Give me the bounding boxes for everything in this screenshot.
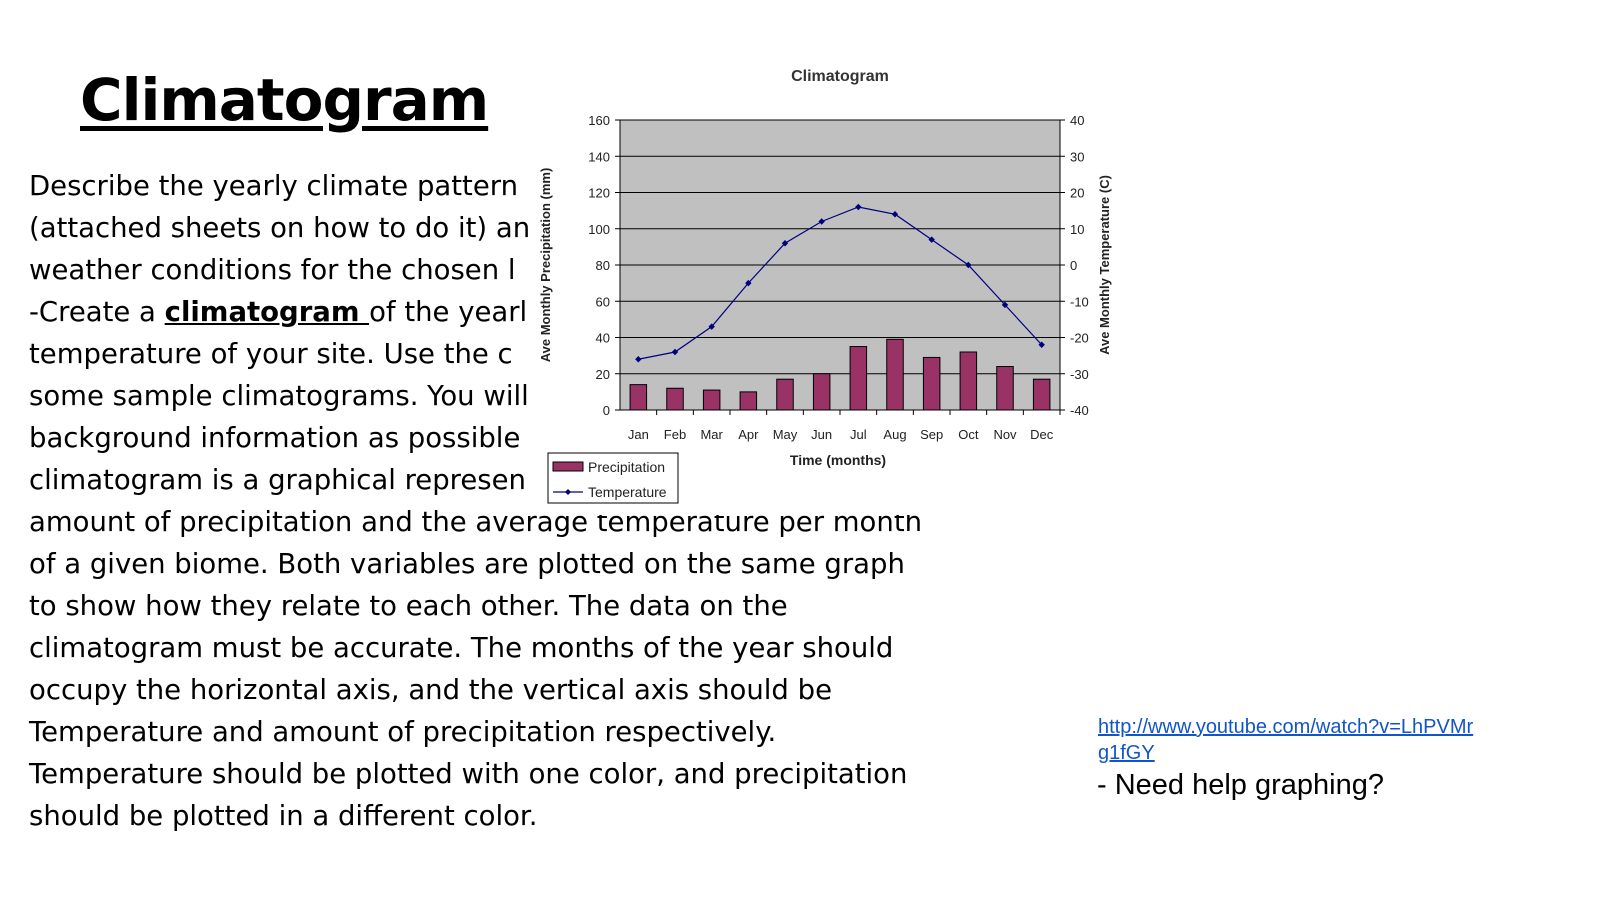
y-tick-label: 140 (588, 149, 610, 164)
y-tick-label: 60 (596, 294, 610, 309)
temperature-point (671, 348, 679, 356)
body-line-14: Temperature and amount of precipitation … (29, 716, 777, 748)
x-axis-title: Time (months) (790, 452, 886, 468)
y2-tick-label: 20 (1070, 186, 1084, 201)
precipitation-bar (739, 391, 758, 411)
body-line-4: -Create a climatogram of the yearl (29, 291, 979, 333)
temperature-point (891, 211, 899, 218)
body-line-2: (attached sheets on how to do it) an (29, 212, 531, 244)
precipitation-bar (666, 387, 684, 411)
y2-tick-label: 0 (1070, 258, 1077, 273)
y2-tick-label: -40 (1070, 403, 1089, 418)
y-tick-label: 120 (588, 186, 610, 201)
climatogram-chart: Climatogram 0 20 40 60 80 100 120 140 160 -40 -30 -2… (540, 55, 1120, 515)
y-tick-label: 20 (596, 367, 610, 382)
x-tick-label: Jun (811, 427, 832, 442)
body-line-3: weather conditions for the chosen l (29, 254, 516, 286)
x-tick-label: Nov (993, 427, 1017, 442)
body-line-6: some sample climatograms. You will (29, 380, 529, 412)
y2-axis-title: Ave Monthly Temperature (C) (1097, 175, 1112, 355)
y2-tick-label: -10 (1070, 294, 1089, 309)
x-tick-label: May (773, 427, 798, 442)
y-tick-label: 0 (603, 403, 610, 418)
precipitation-bar (959, 351, 978, 411)
y-tick-label: 80 (596, 258, 610, 273)
body-line-1: Describe the yearly climate pattern (29, 170, 519, 202)
precipitation-bar (776, 378, 794, 411)
x-tick-label: Jul (850, 427, 867, 442)
legend-precipitation-swatch (552, 461, 584, 472)
x-tick-label: Oct (958, 427, 979, 442)
y-tick-label: 40 (596, 331, 610, 346)
slide-title: Climatogram (80, 66, 489, 134)
y2-tick-label: 40 (1070, 113, 1084, 128)
temperature-point (1001, 301, 1009, 309)
body-line-15: Temperature should be plotted with one c… (29, 758, 908, 790)
y2-tick-label: -30 (1070, 367, 1089, 382)
body-line-10: of a given biome. Both variables are plo… (29, 548, 905, 580)
body-text: Describe the yearly climate pattern (att… (29, 165, 979, 837)
chart-svg: Climatogram020406080100120140160-40-30-2… (540, 68, 1112, 504)
body-line-8: climatogram is a graphical represen (29, 464, 526, 496)
legend-temperature-label: Temperature (588, 484, 667, 500)
climatogram-keyword: climatogram (164, 296, 370, 328)
y-tick-label: 100 (588, 222, 610, 237)
y2-tick-label: -20 (1070, 331, 1089, 346)
precipitation-bar (996, 366, 1014, 411)
body-line-13: occupy the horizontal axis, and the vert… (29, 674, 833, 706)
temperature-point (781, 240, 789, 247)
x-tick-label: Apr (738, 427, 759, 442)
help-text: - Need help graphing? (1097, 769, 1384, 801)
body-line-7: background information as possible (29, 422, 521, 454)
y-axis-title: Ave Monthly Precipitation (mm) (540, 168, 553, 363)
x-tick-label: Mar (700, 427, 723, 442)
x-tick-label: Aug (883, 427, 906, 442)
create-prefix: -Create a (29, 296, 165, 328)
temperature-line (638, 206, 1043, 360)
precipitation-bar (629, 384, 648, 411)
legend-box (547, 452, 679, 504)
precipitation-bar (922, 356, 941, 411)
body-line-4-rest: of the yearl (369, 296, 528, 328)
precipitation-bar (702, 389, 721, 411)
precipitation-bar (849, 346, 868, 411)
chart-title: Climatogram (791, 68, 889, 85)
precipitation-bar (886, 338, 904, 411)
legend-precipitation-label: Precipitation (588, 459, 665, 475)
precipitation-bar (812, 373, 831, 411)
x-tick-label: Dec (1030, 427, 1054, 442)
body-line-11: to show how they relate to each other. T… (29, 590, 788, 622)
body-line-5: temperature of your site. Use the c (29, 338, 513, 370)
legend-temperature-marker (565, 489, 571, 495)
y-tick-label: 160 (588, 113, 610, 128)
x-tick-label: Feb (664, 427, 686, 442)
y2-tick-label: 10 (1070, 222, 1084, 237)
precipitation-bar (1032, 378, 1051, 411)
youtube-link[interactable]: http://www.youtube.com/watch?v=LhPVMrg1f… (1098, 716, 1474, 764)
x-tick-label: Sep (920, 427, 943, 442)
body-line-16: should be plotted in a different color. (29, 800, 538, 832)
x-tick-label: Jan (628, 427, 649, 442)
y2-tick-label: 30 (1070, 149, 1084, 164)
body-line-12: climatogram must be accurate. The months… (29, 632, 894, 664)
